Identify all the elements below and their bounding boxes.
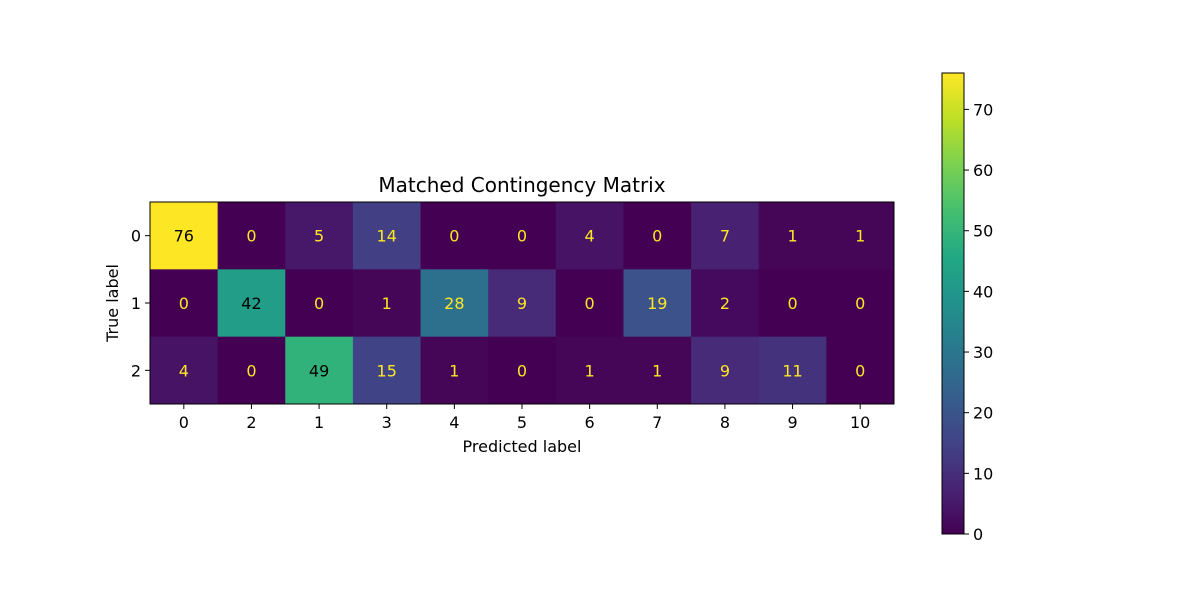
cell-value-label: 0 bbox=[855, 361, 865, 380]
heatmap-cell bbox=[758, 269, 827, 338]
colorbar-tick-label: 10 bbox=[973, 464, 993, 483]
x-tick-label: 9 bbox=[787, 413, 797, 432]
cell-value-label: 0 bbox=[855, 294, 865, 313]
heatmap-cell bbox=[758, 336, 827, 405]
x-tick-label: 5 bbox=[517, 413, 527, 432]
colorbar-tick-label: 30 bbox=[973, 343, 993, 362]
heatmap-cell bbox=[217, 202, 286, 270]
chart-title: Matched Contingency Matrix bbox=[378, 173, 665, 197]
cell-value-label: 19 bbox=[647, 294, 667, 313]
x-axis-label: Predicted label bbox=[463, 437, 582, 456]
cell-value-label: 2 bbox=[720, 294, 730, 313]
heatmap-cell bbox=[555, 202, 624, 270]
cell-value-label: 76 bbox=[174, 227, 194, 246]
x-tick-label: 3 bbox=[382, 413, 392, 432]
colorbar-tick-label: 40 bbox=[973, 282, 993, 301]
x-tick-label: 8 bbox=[720, 413, 730, 432]
heatmap-cell bbox=[352, 202, 422, 270]
cell-value-label: 9 bbox=[517, 294, 527, 313]
x-axis-ticks: 0 2 1 3 4 5 6 7 8 9 10 bbox=[179, 404, 870, 432]
heatmap-cell bbox=[285, 269, 354, 338]
heatmap-cell bbox=[285, 202, 354, 270]
cell-value-label: 0 bbox=[517, 361, 527, 380]
cell-value-label: 28 bbox=[444, 294, 464, 313]
colorbar-tick-label: 60 bbox=[973, 161, 993, 180]
cell-value-label: 9 bbox=[720, 361, 730, 380]
cell-value-label: 11 bbox=[782, 361, 802, 380]
cell-value-label: 0 bbox=[449, 227, 459, 246]
heatmap-cell bbox=[488, 269, 557, 338]
heatmap-cell bbox=[826, 336, 895, 405]
heatmap-cell bbox=[826, 202, 895, 270]
heatmap-cell bbox=[623, 269, 692, 338]
heatmap-cell bbox=[352, 336, 422, 405]
x-tick-label: 7 bbox=[652, 413, 662, 432]
cell-value-label: 0 bbox=[246, 227, 256, 246]
heatmap-cells bbox=[150, 202, 895, 405]
cell-value-label: 0 bbox=[246, 361, 256, 380]
x-tick-label: 6 bbox=[585, 413, 595, 432]
y-tick-label: 2 bbox=[131, 361, 141, 380]
colorbar-tick-label: 70 bbox=[973, 100, 993, 119]
cell-value-label: 7 bbox=[720, 227, 730, 246]
heatmap-cell bbox=[217, 269, 286, 338]
cell-value-label: 0 bbox=[179, 294, 189, 313]
cell-value-label: 42 bbox=[241, 294, 261, 313]
x-tick-label: 10 bbox=[850, 413, 870, 432]
heatmap-cell bbox=[285, 336, 354, 405]
heatmap-cell bbox=[691, 336, 760, 405]
y-tick-label: 1 bbox=[131, 294, 141, 313]
cell-value-label: 0 bbox=[652, 227, 662, 246]
heatmap-cell bbox=[691, 269, 760, 338]
heatmap-cell bbox=[623, 202, 692, 270]
heatmap-cell bbox=[691, 202, 760, 270]
heatmap-cell bbox=[758, 202, 827, 270]
cell-value-label: 0 bbox=[314, 294, 324, 313]
x-tick-label: 4 bbox=[449, 413, 459, 432]
cell-value-label: 14 bbox=[377, 227, 397, 246]
cell-value-label: 0 bbox=[585, 294, 595, 313]
heatmap-cell bbox=[555, 269, 624, 338]
heatmap-cell-labels: 76 0 5 14 0 0 4 0 7 1 10 42 0 1 28 9 0 19 2 0 04 0 49 15 1 0 1 1 9 11… bbox=[174, 227, 866, 381]
colorbar bbox=[941, 72, 965, 535]
cell-value-label: 0 bbox=[517, 227, 527, 246]
heatmap-cell bbox=[217, 336, 286, 405]
cell-value-label: 49 bbox=[309, 361, 329, 380]
heatmap-cell bbox=[420, 202, 489, 270]
cell-value-label: 4 bbox=[585, 227, 595, 246]
heatmap-cell bbox=[488, 336, 557, 405]
cell-value-label: 1 bbox=[652, 361, 662, 380]
heatmap-cell bbox=[420, 336, 489, 405]
y-tick-label: 0 bbox=[131, 227, 141, 246]
cell-value-label: 1 bbox=[382, 294, 392, 313]
cell-value-label: 5 bbox=[314, 227, 324, 246]
x-tick-label: 0 bbox=[179, 413, 189, 432]
y-axis-ticks: 0 1 2 bbox=[131, 227, 150, 380]
heatmap-cell bbox=[488, 202, 557, 270]
heatmap-cell bbox=[352, 269, 422, 338]
heatmap-cell bbox=[623, 336, 692, 405]
cell-value-label: 1 bbox=[585, 361, 595, 380]
heatmap-cell bbox=[826, 269, 895, 338]
heatmap-cell bbox=[150, 336, 219, 405]
colorbar-tick-label: 50 bbox=[973, 222, 993, 241]
heatmap-cell bbox=[150, 202, 219, 270]
cell-value-label: 1 bbox=[449, 361, 459, 380]
y-axis-label: True label bbox=[103, 264, 122, 343]
colorbar-tick-label: 20 bbox=[973, 404, 993, 423]
x-tick-label: 2 bbox=[246, 413, 256, 432]
cell-value-label: 1 bbox=[787, 227, 797, 246]
heatmap-cell bbox=[555, 336, 624, 405]
cell-value-label: 4 bbox=[179, 361, 189, 380]
cell-value-label: 0 bbox=[787, 294, 797, 313]
cell-value-label: 15 bbox=[377, 361, 397, 380]
colorbar-ticks: 0 10 20 30 40 50 60 70 bbox=[964, 100, 993, 544]
x-tick-label: 1 bbox=[314, 413, 324, 432]
colorbar-tick-label: 0 bbox=[973, 525, 983, 544]
heatmap-cell bbox=[150, 269, 219, 338]
cell-value-label: 1 bbox=[855, 227, 865, 246]
heatmap-cell bbox=[420, 269, 489, 338]
